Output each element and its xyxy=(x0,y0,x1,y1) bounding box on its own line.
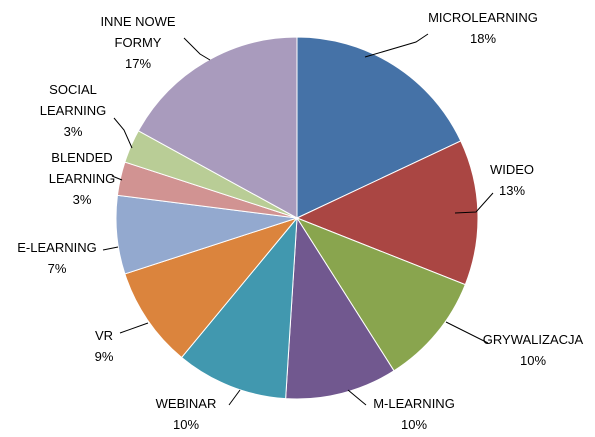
slice-label: M-LEARNING 10% xyxy=(373,396,455,432)
slice-name: MICROLEARNING xyxy=(428,10,538,25)
slice-name: GRYWALIZACJA xyxy=(483,332,584,347)
slice-label: E-LEARNING 7% xyxy=(17,240,96,276)
slice-labels: MICROLEARNING 18%WIDEO 13%GRYWALIZACJA 10%M… xyxy=(17,10,583,432)
leader-line xyxy=(454,192,494,214)
slice-name: BLENDED xyxy=(51,150,112,165)
leader-line xyxy=(183,37,211,61)
slice-label: MICROLEARNING 18% xyxy=(428,10,538,46)
slice-name: LEARNING xyxy=(40,103,106,118)
slice-percent: 10% xyxy=(401,417,427,432)
pie-slice-wideo xyxy=(295,140,479,286)
leader-line xyxy=(102,246,119,251)
leader-lines xyxy=(102,33,494,406)
pie-slice-vr xyxy=(124,216,299,359)
slice-percent: 9% xyxy=(95,349,114,364)
pie-slice-inne-nowe-formy xyxy=(137,36,298,219)
slice-name: WIDEO xyxy=(490,162,534,177)
leader-line xyxy=(228,389,241,406)
leader-line xyxy=(347,389,367,406)
slice-label: BLENDED LEARNING 3% xyxy=(49,150,115,207)
pie-slice-webinar xyxy=(180,216,298,400)
slice-percent: 18% xyxy=(470,31,496,46)
slice-percent: 3% xyxy=(64,124,83,139)
slice-name: M-LEARNING xyxy=(373,396,455,411)
slice-name: E-LEARNING xyxy=(17,240,96,255)
slice-name: INNE NOWE xyxy=(100,14,175,29)
slice-label: WIDEO 13% xyxy=(490,162,534,198)
pie-slice-microlearning xyxy=(296,36,462,219)
slice-percent: 17% xyxy=(125,56,151,71)
slice-name: SOCIAL xyxy=(49,82,97,97)
slice-label: INNE NOWE FORMY 17% xyxy=(100,14,175,71)
leader-line xyxy=(111,175,123,181)
slice-percent: 13% xyxy=(499,183,525,198)
slice-name: WEBINAR xyxy=(156,396,217,411)
slice-label: VR 9% xyxy=(95,328,114,364)
slice-percent: 10% xyxy=(520,353,546,368)
slice-label: SOCIAL LEARNING 3% xyxy=(40,82,106,139)
leader-line xyxy=(445,321,489,344)
pie-slices xyxy=(115,36,479,400)
leader-line xyxy=(113,117,133,149)
slice-percent: 10% xyxy=(173,417,199,432)
slice-name: VR xyxy=(95,328,113,343)
slice-label: GRYWALIZACJA 10% xyxy=(483,332,584,368)
slice-percent: 7% xyxy=(48,261,67,276)
pie-slice-m-learning xyxy=(285,216,395,400)
leader-line xyxy=(119,322,149,334)
slice-percent: 3% xyxy=(73,192,92,207)
slice-label: WEBINAR 10% xyxy=(156,396,217,432)
slice-name: LEARNING xyxy=(49,171,115,186)
leader-line xyxy=(364,33,429,58)
pie-slice-grywalizacja xyxy=(295,216,466,372)
slice-name: FORMY xyxy=(115,35,162,50)
